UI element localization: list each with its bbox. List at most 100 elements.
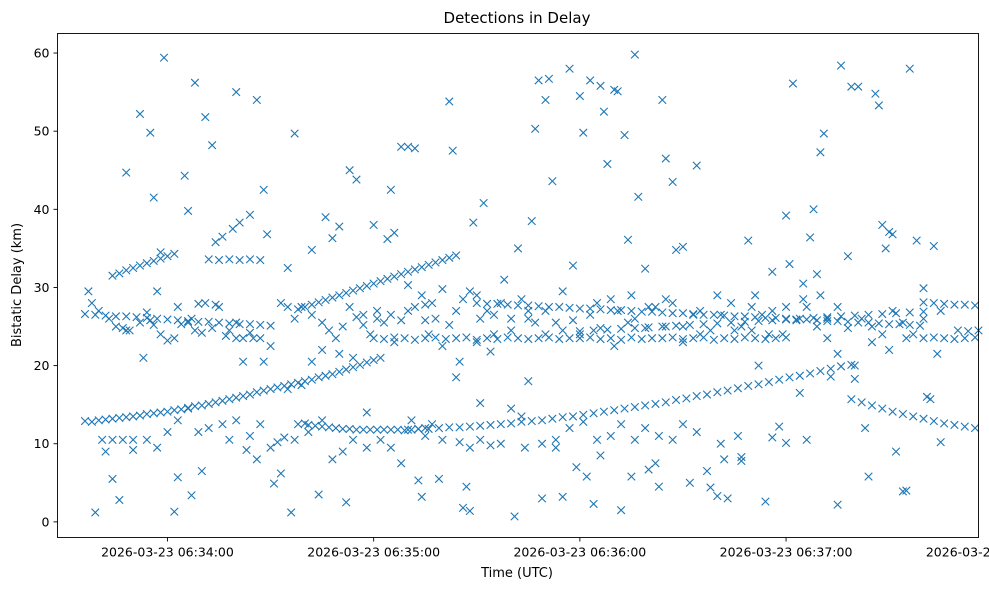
data-point [812,322,822,331]
data-point [146,128,155,137]
data-point [785,373,794,382]
data-point [847,82,856,91]
data-point [792,316,801,325]
data-point [668,177,677,187]
data-point [737,322,746,331]
data-point [964,327,973,336]
data-point [201,112,210,122]
data-point [747,326,756,335]
data-point [173,473,182,482]
data-point [80,309,90,319]
data-point [929,241,939,251]
data-point [575,327,585,336]
data-point [242,445,251,455]
data-point [455,423,464,432]
data-point [286,508,296,517]
data-point [668,298,677,308]
data-point [678,334,688,344]
data-point [558,412,567,422]
data-point [671,245,681,255]
data-point [403,280,413,290]
data-point [644,302,653,312]
data-point [445,253,454,262]
data-point [537,439,547,448]
data-point [596,81,605,91]
data-point [682,394,691,403]
data-point [280,433,289,442]
data-point [864,472,873,481]
data-point [541,330,550,339]
data-point [462,333,471,342]
y-tick-label: 60 [34,46,50,61]
data-point [503,300,512,309]
data-point [905,64,914,73]
data-point [383,234,392,244]
data-point [596,451,605,460]
data-point [823,334,832,343]
data-point [620,404,629,413]
data-point [678,242,688,252]
data-point [843,252,853,261]
data-point [190,402,200,411]
data-point [874,319,884,328]
data-point [142,409,152,419]
data-point [661,294,670,304]
data-point [723,386,732,395]
data-point [156,248,165,257]
data-point [678,309,688,318]
data-point [187,491,196,500]
data-point [960,422,969,431]
data-point [476,314,485,323]
x-tick-label: 2026-03-23 06:35:00 [307,545,440,560]
data-point [156,254,165,263]
data-point [871,89,880,98]
data-point [737,452,746,462]
data-point [720,334,729,343]
data-point [768,433,777,442]
data-point [713,319,722,328]
data-point [506,326,516,335]
data-point [768,267,777,277]
data-point [194,317,203,327]
data-point [266,384,275,394]
data-point [929,333,939,342]
data-point [386,185,396,194]
data-point [163,252,172,261]
data-point [390,272,399,281]
data-point [950,420,959,430]
data-point [146,316,155,325]
data-point [939,299,949,309]
data-point [524,314,533,323]
data-point [252,455,262,464]
data-point [304,427,313,437]
data-point [733,384,743,393]
data-point [689,310,698,319]
x-axis-ticks: 2026-03-23 06:34:00 2026-03-23 06:35:00 20… [101,537,989,560]
data-point [754,380,763,389]
data-point [730,334,739,344]
data-point [469,218,478,227]
data-point [379,334,389,344]
data-point [623,235,633,244]
data-point [218,396,227,405]
data-point [555,334,564,344]
data-point [345,424,354,434]
data-point [929,416,939,426]
data-point [627,291,636,300]
data-point [627,306,636,316]
data-point [355,360,365,370]
data-point [214,318,224,327]
data-point [658,95,667,105]
data-point [366,425,375,434]
data-point [482,299,492,309]
data-point [307,245,316,255]
data-point [307,375,316,384]
data-point [472,335,481,344]
y-tick-label: 30 [34,280,50,295]
x-axis-label: Time (UTC) [480,566,553,581]
data-point [585,76,595,85]
data-point [878,220,887,230]
x-tick-label: 2026-03-23 06:34:00 [101,545,234,560]
data-point [235,218,244,227]
data-point [331,423,341,433]
